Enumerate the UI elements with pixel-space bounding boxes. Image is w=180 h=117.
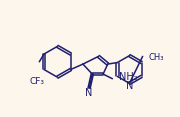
Text: CF₃: CF₃ — [30, 77, 45, 86]
Text: N: N — [126, 81, 133, 91]
Text: N: N — [86, 88, 93, 98]
Text: NH₂: NH₂ — [119, 72, 137, 82]
Text: CH₃: CH₃ — [149, 53, 164, 62]
